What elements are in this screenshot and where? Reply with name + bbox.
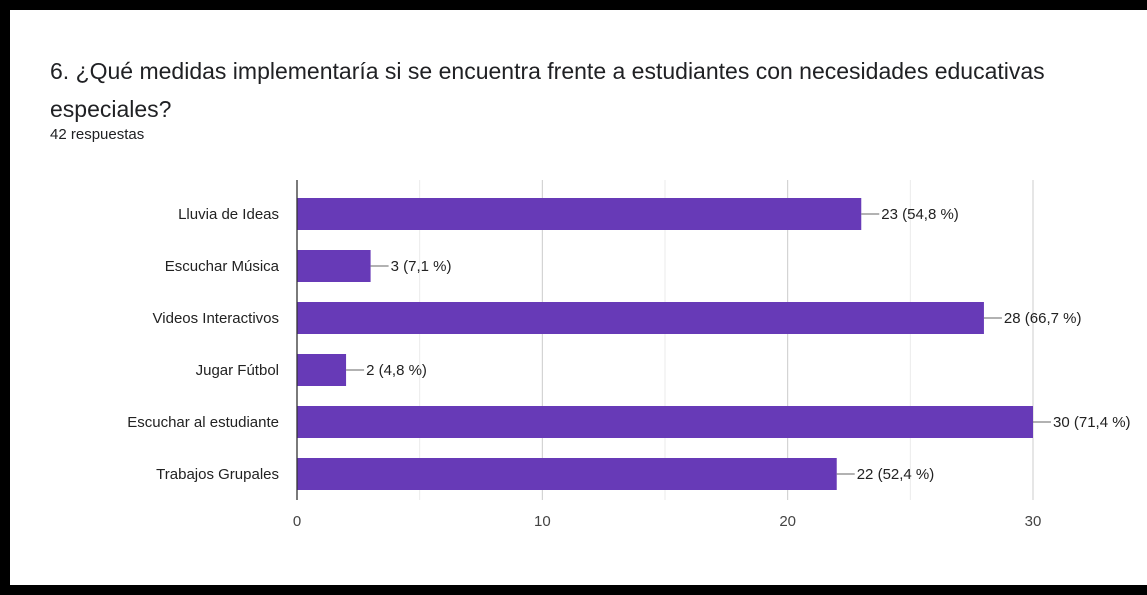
category-label: Lluvia de Ideas	[178, 206, 279, 223]
data-label: 30 (71,4 %)	[1053, 414, 1131, 431]
question-title: 6. ¿Qué medidas implementaría si se encu…	[50, 58, 1045, 122]
data-label: 22 (52,4 %)	[857, 466, 935, 483]
data-label: 2 (4,8 %)	[366, 362, 427, 379]
x-tick-label: 0	[293, 513, 301, 530]
bar	[297, 406, 1033, 438]
bar	[297, 250, 371, 282]
bar	[297, 354, 347, 386]
category-label: Jugar Fútbol	[196, 362, 279, 379]
data-label: 3 (7,1 %)	[391, 258, 452, 275]
category-label: Videos Interactivos	[153, 310, 279, 327]
x-tick-label: 30	[1025, 513, 1042, 530]
bar-chart: Lluvia de Ideas 23 (54,8 %) Escuchar Músic…	[127, 180, 1131, 530]
category-label: Trabajos Grupales	[156, 466, 279, 483]
data-label: 23 (54,8 %)	[881, 206, 959, 223]
data-label: 28 (66,7 %)	[1004, 310, 1082, 327]
category-label: Escuchar al estudiante	[127, 414, 279, 431]
x-tick-label: 10	[534, 513, 551, 530]
chart-card: 6. ¿Qué medidas implementaría si se encu…	[10, 10, 1147, 585]
x-tick-label: 20	[779, 513, 796, 530]
category-label: Escuchar Música	[165, 258, 280, 275]
bar	[297, 198, 862, 230]
bar	[297, 302, 984, 334]
bar	[297, 458, 837, 490]
response-count: 42 respuestas	[50, 126, 145, 143]
